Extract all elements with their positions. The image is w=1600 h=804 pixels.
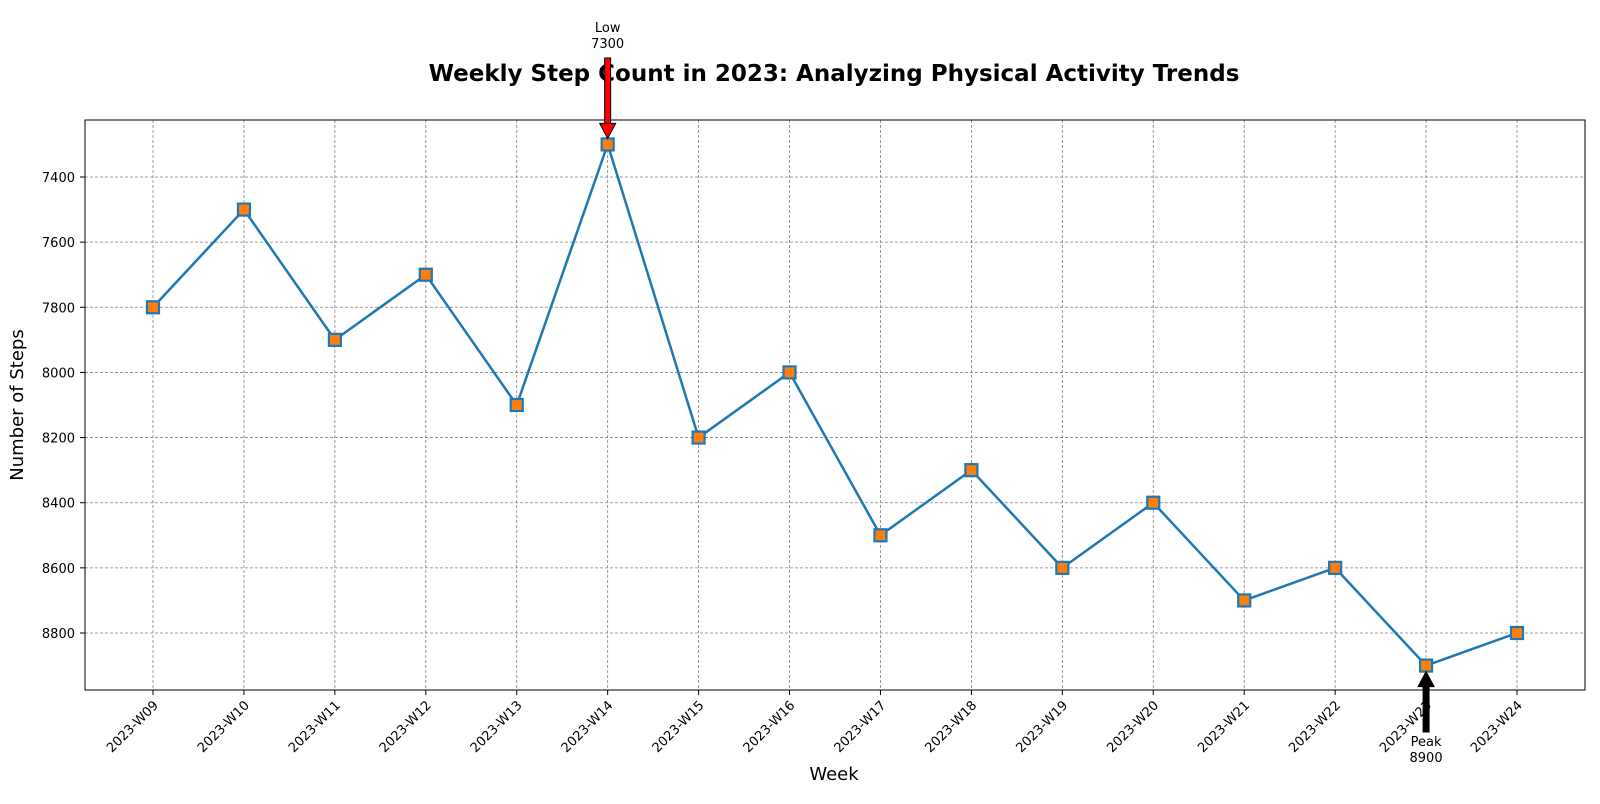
axis-ticks: 7400 7600 7800 8000 8200 8400 8600 8800 2023-W09… (42, 171, 1526, 756)
x-tick-label: 2023-W20 (1104, 698, 1162, 756)
annotation-arrow-head (1417, 670, 1435, 688)
annotation-label: Peak (1411, 735, 1442, 750)
data-point (509, 397, 524, 413)
chart-title: Weekly Step Count in 2023: Analyzing Phy… (429, 61, 1240, 87)
annotation-arrow-shaft (604, 57, 612, 125)
annotation-arrow-shaft (1422, 685, 1430, 733)
x-tick-label: 2023-W12 (377, 698, 435, 756)
x-tick-label: 2023-W15 (650, 698, 708, 756)
data-point (1328, 560, 1343, 575)
x-tick-label: 2023-W14 (559, 698, 617, 756)
y-tick-label: 8800 (42, 627, 75, 642)
x-tick-label: 2023-W16 (741, 698, 799, 756)
grid-lines (85, 120, 1585, 690)
plot-frame (84, 119, 1586, 691)
data-point (1418, 658, 1434, 673)
x-tick-label: 2023-W22 (1286, 698, 1344, 756)
y-axis-label: Number of Steps (7, 329, 28, 480)
data-point (236, 202, 252, 217)
y-tick-label: 8000 (42, 366, 75, 381)
y-tick-label: 8400 (42, 497, 75, 512)
series-line (152, 143, 1518, 667)
data-point (600, 137, 615, 152)
data-point (327, 332, 342, 347)
x-tick-label: 2023-W09 (104, 698, 162, 756)
data-point (964, 463, 979, 478)
x-tick-label: 2023-W21 (1195, 698, 1253, 756)
series-markers (145, 137, 1525, 673)
x-tick-label: 2023-W10 (195, 698, 253, 756)
x-tick-label: 2023-W11 (286, 698, 344, 756)
x-tick-label: 2023-W24 (1468, 698, 1526, 756)
x-tick-label: 2023-W17 (832, 698, 890, 756)
data-point (145, 300, 161, 315)
annotation-arrow-head (598, 122, 617, 140)
data-point (873, 528, 888, 543)
x-tick-label: 2023-W18 (922, 698, 980, 756)
data-point (1237, 593, 1252, 608)
y-tick-label: 8600 (42, 562, 75, 577)
x-tick-label: 2023-W13 (468, 698, 526, 756)
data-point (1055, 560, 1070, 575)
data-point (1146, 495, 1161, 510)
x-tick-label: 2023-W19 (1013, 698, 1071, 756)
data-point (418, 267, 433, 282)
y-tick-label: 8200 (42, 432, 75, 447)
y-tick-label: 7800 (42, 301, 75, 316)
data-point (1509, 625, 1525, 641)
y-tick-label: 7600 (42, 236, 75, 251)
annotation-label: Low (595, 21, 621, 36)
annotation-value: 7300 (591, 37, 624, 52)
x-axis-label: Week (809, 764, 859, 785)
data-point (691, 430, 706, 445)
y-tick-label: 7400 (42, 171, 75, 186)
data-point (782, 365, 797, 380)
annotation-value: 8900 (1410, 751, 1443, 766)
